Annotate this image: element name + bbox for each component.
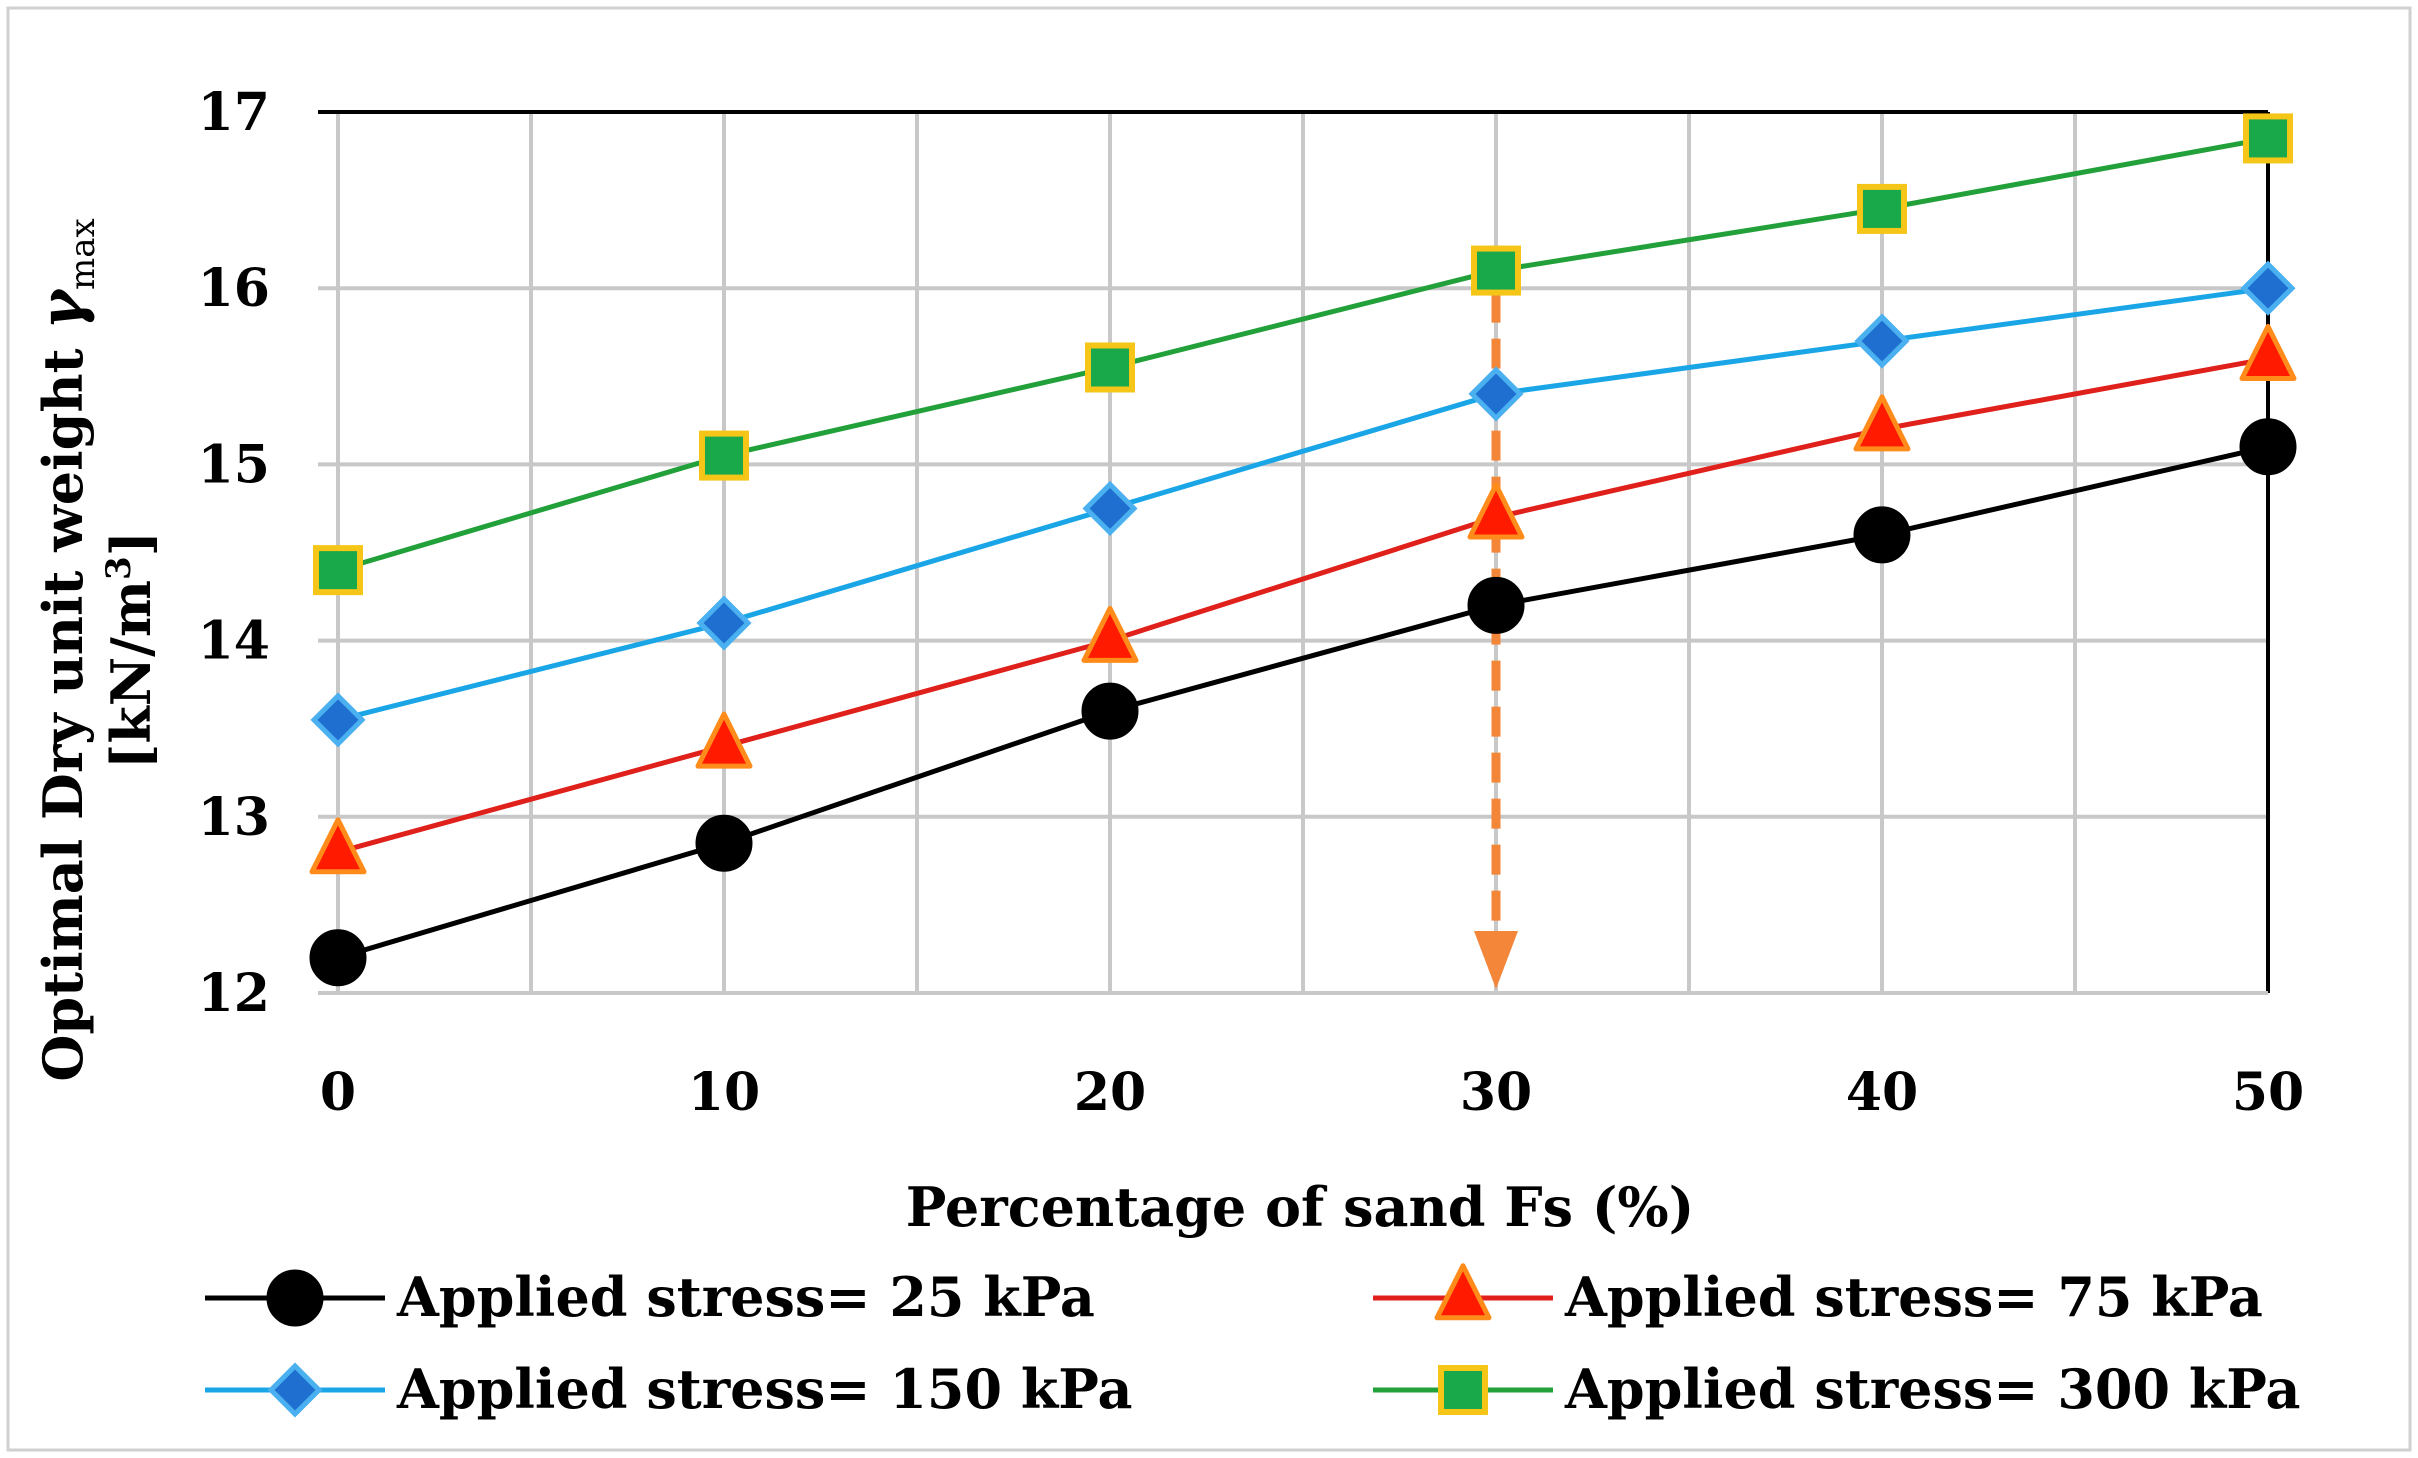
legend-label: Applied stress= 150 kPa [396, 1357, 1132, 1421]
series-circle [309, 418, 2297, 987]
legend-item: Applied stress= 150 kPa [205, 1357, 1132, 1421]
legend-label: Applied stress= 300 kPa [1564, 1357, 2300, 1421]
y-axis-title-line1: Optimal Dry unit weight γmax [27, 218, 103, 1081]
data-point [309, 817, 367, 875]
series-triangle [309, 323, 2297, 875]
y-axis-title-text: Optimal Dry unit weight [31, 330, 95, 1082]
data-point [2239, 323, 2297, 381]
series-layer [309, 113, 2297, 987]
x-tick-label: 0 [320, 1062, 356, 1123]
y-tick-label: 12 [198, 963, 270, 1024]
y-axis-unit-bracket: ] [99, 531, 163, 557]
chart-border [6, 6, 2412, 1452]
data-point [1857, 183, 1907, 234]
legend-label: Applied stress= 75 kPa [1564, 1265, 2263, 1329]
legend-swatch-marker [1438, 1365, 1488, 1415]
data-point [2240, 260, 2296, 316]
data-point [1468, 366, 1524, 422]
data-point [696, 595, 752, 651]
data-point [1467, 576, 1525, 634]
legend-item: Applied stress= 300 kPa [1373, 1357, 2300, 1421]
data-point [313, 545, 363, 596]
data-point [1471, 245, 1521, 296]
data-point [2243, 113, 2293, 164]
legend-label: Applied stress= 25 kPa [396, 1265, 1095, 1329]
y-axis-title-subscript: max [63, 218, 103, 290]
legend-swatch-marker [267, 1362, 323, 1418]
data-point [1081, 605, 1139, 663]
series-line [337, 285, 2269, 723]
y-tick-label: 13 [198, 787, 270, 848]
dashed-arrow-head [1474, 931, 1518, 989]
data-point [695, 814, 753, 872]
data-point [1467, 482, 1525, 540]
y-tick-label: 15 [198, 434, 270, 495]
data-point [309, 929, 367, 987]
data-point [1853, 506, 1911, 564]
legend-item: Applied stress= 25 kPa [205, 1265, 1095, 1329]
y-axis-unit-text: [kN/m [99, 580, 163, 769]
x-tick-label: 30 [1460, 1062, 1532, 1123]
x-axis-title: Percentage of sand Fs (%) [906, 1175, 1695, 1239]
series-line [337, 135, 2269, 573]
x-tick-label: 50 [2232, 1062, 2304, 1123]
legend: Applied stress= 25 kPa Applied stress= 75… [205, 1263, 2300, 1421]
plot-frame [318, 110, 2270, 995]
y-tick-label: 17 [198, 82, 270, 143]
legend-swatch-marker [266, 1269, 324, 1327]
data-point [2239, 418, 2297, 476]
y-tick-label: 14 [198, 611, 270, 672]
series-square [313, 113, 2293, 596]
y-axis-unit-superscript: 3 [99, 556, 139, 580]
x-tick-label: 10 [688, 1062, 760, 1123]
data-point [1082, 480, 1138, 536]
x-tick-label: 20 [1074, 1062, 1146, 1123]
data-point [310, 692, 366, 748]
y-axis-title-line2: [kN/m3] [99, 531, 163, 769]
data-point [695, 711, 753, 769]
data-point [1853, 394, 1911, 452]
data-point [1854, 313, 1910, 369]
y-axis-title: Optimal Dry unit weight γmax [kN/m3] [27, 218, 163, 1081]
y-axis-title-symbol: γ [27, 288, 97, 330]
y-tick-labels: 12 13 14 15 16 17 [198, 82, 270, 1024]
legend-swatch-marker [1434, 1263, 1492, 1321]
x-tick-labels: 0 10 20 30 40 50 [320, 1062, 2304, 1123]
y-tick-label: 16 [198, 258, 270, 319]
data-point [699, 430, 749, 481]
data-point [1085, 342, 1135, 393]
series-diamond [310, 260, 2296, 748]
series-line [337, 444, 2269, 961]
series-line [337, 356, 2269, 855]
data-point [1081, 682, 1139, 740]
legend-item: Applied stress= 75 kPa [1373, 1263, 2263, 1329]
x-tick-label: 40 [1846, 1062, 1918, 1123]
